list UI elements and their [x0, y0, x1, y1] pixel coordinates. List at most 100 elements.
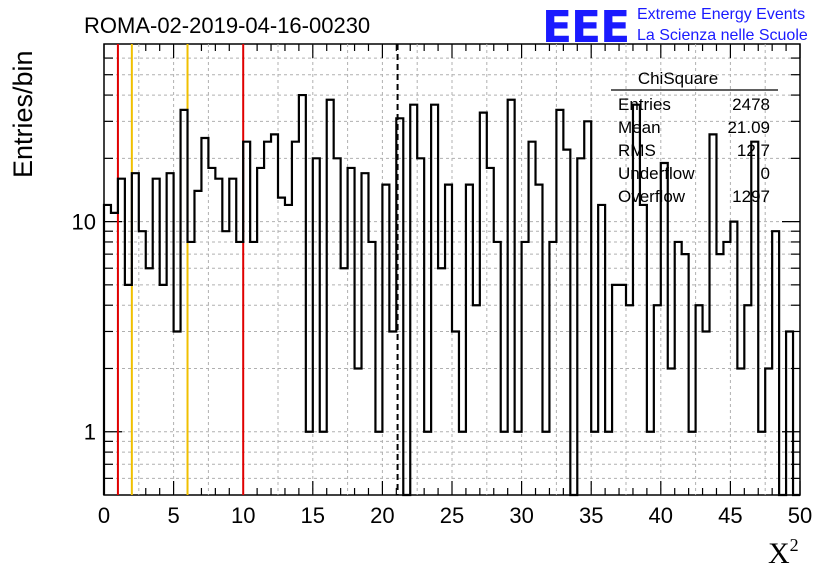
histogram-bin: [306, 432, 313, 495]
eee-logo: EEE Extreme Energy Events La Scienza nel…: [542, 2, 808, 53]
histogram-bin: [194, 191, 201, 495]
tick-labels: 0 5 10 15 20 25 30 35 40 45 50 1 10: [72, 210, 813, 528]
histogram-bin: [362, 173, 369, 495]
histogram-bin: [243, 142, 250, 495]
histogram-bin: [431, 105, 438, 495]
logo-line-2: La Scienza nelle Scuole: [637, 27, 808, 44]
x-tick-label: 15: [301, 503, 325, 528]
histogram-bin: [153, 179, 160, 495]
axis-ticks: [103, 44, 801, 495]
histogram-bin: [355, 368, 362, 495]
histogram-bin: [278, 198, 285, 495]
histogram-bin: [264, 142, 271, 495]
x-tick-label: 45: [718, 503, 742, 528]
histogram-bin: [515, 432, 522, 495]
histogram-bin: [730, 222, 737, 495]
histogram-bin: [410, 105, 417, 495]
histogram-bin: [508, 100, 515, 495]
grid: [104, 44, 800, 495]
x-tick-label: 40: [649, 503, 673, 528]
histogram-bin: [675, 242, 682, 495]
histogram-bin: [382, 185, 389, 495]
histogram-bin: [612, 285, 619, 495]
histogram-bin: [229, 179, 236, 495]
stats-label-overflow: Overflow: [618, 187, 686, 206]
histogram-bin: [299, 95, 306, 495]
histogram-bin: [466, 185, 473, 495]
histogram-bin: [640, 205, 647, 495]
histogram-bin: [626, 305, 633, 495]
stats-title: ChiSquare: [638, 69, 718, 88]
histogram-bin: [696, 305, 703, 495]
histogram-bin: [327, 100, 334, 495]
histogram-bin: [494, 242, 501, 495]
histogram-bin: [285, 205, 292, 495]
histogram-bin: [417, 158, 424, 495]
stats-label-underflow: Underflow: [618, 164, 695, 183]
x-tick-label: 20: [370, 503, 394, 528]
histogram-bin: [598, 205, 605, 495]
histogram-bin: [341, 268, 348, 495]
histogram-bin: [744, 305, 751, 495]
chart-title: ROMA-02-2019-04-16-00230: [84, 13, 370, 38]
histogram-bin: [786, 331, 793, 495]
stats-value-rms: 12.7: [737, 141, 770, 160]
histogram-bin: [772, 231, 779, 495]
histogram-bin: [111, 213, 118, 495]
histogram-bin: [563, 150, 570, 495]
stats-value-overflow: 1297: [732, 187, 770, 206]
histogram-bin: [577, 158, 584, 495]
x-tick-label: 30: [509, 503, 533, 528]
x-tick-label: 25: [440, 503, 464, 528]
x-tick-label: 10: [231, 503, 255, 528]
stats-value-underflow: 0: [761, 164, 770, 183]
histogram-bin: [605, 432, 612, 495]
histogram-outline: [102, 93, 800, 497]
histogram-bin: [480, 113, 487, 495]
histogram-bin: [396, 118, 403, 495]
histogram-bin: [668, 368, 675, 495]
histogram-bin: [689, 432, 696, 495]
stats-label-entries: Entries: [618, 95, 671, 114]
x-tick-label: 0: [98, 503, 110, 528]
stats-box: ChiSquare Entries 2478 Mean 21.09 RMS 12…: [611, 69, 778, 206]
histogram-bin: [591, 432, 598, 495]
histogram-bin: [215, 179, 222, 495]
histogram-bin: [765, 368, 772, 495]
histogram-bin: [654, 305, 661, 495]
histogram-bin: [201, 138, 208, 495]
histogram-bin: [536, 185, 543, 495]
histogram-bin: [452, 331, 459, 495]
histogram-bin: [257, 168, 264, 495]
y-axis-label: Entries/bin: [8, 50, 38, 178]
histogram-bin: [118, 179, 125, 495]
histogram-bin: [139, 231, 146, 495]
y-tick-label: 1: [84, 420, 96, 445]
histogram-bin: [647, 432, 654, 495]
histogram-bin: [758, 432, 765, 495]
histogram-bin: [334, 158, 341, 495]
histogram-bin: [167, 173, 174, 495]
logo-mark: EEE: [542, 2, 629, 53]
histogram-bin: [424, 432, 431, 495]
histogram-bin: [529, 142, 536, 495]
histogram-bin: [542, 432, 549, 495]
histogram-bin: [389, 331, 396, 495]
histogram-bin: [501, 432, 508, 495]
histogram-bin: [181, 110, 188, 495]
y-tick-label: 10: [72, 210, 96, 235]
histogram-bin: [619, 285, 626, 495]
histogram-bin: [737, 368, 744, 495]
histogram-bin: [104, 205, 111, 495]
histogram-bin: [292, 142, 299, 495]
histogram-bin: [716, 254, 723, 495]
histogram-bin: [174, 331, 181, 495]
histogram-bin: [271, 134, 278, 495]
histogram-bin: [250, 242, 257, 495]
x-axis-label-main: X: [768, 537, 790, 570]
stats-label-mean: Mean: [618, 118, 661, 137]
histogram-bin: [487, 168, 494, 495]
histogram-bin: [710, 134, 717, 495]
histogram-bin: [522, 242, 529, 495]
histogram-bin: [438, 268, 445, 495]
